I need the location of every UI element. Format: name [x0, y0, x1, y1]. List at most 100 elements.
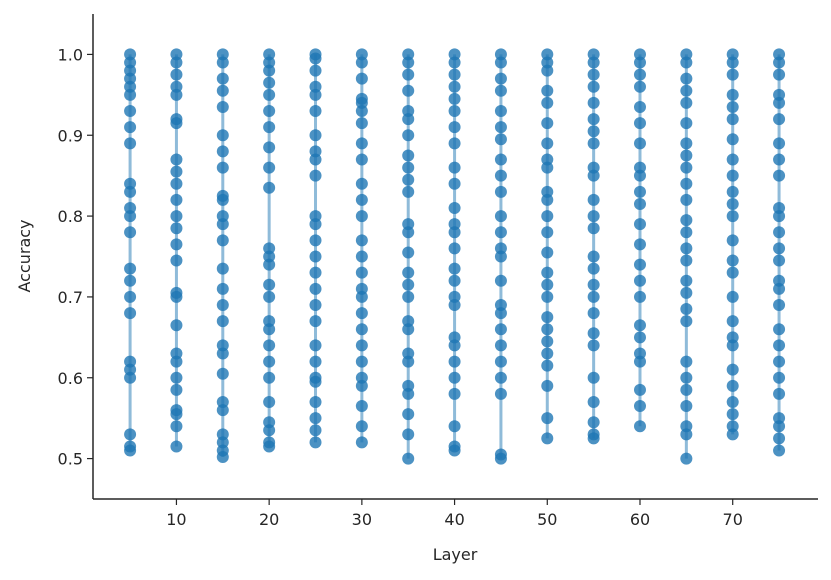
point — [587, 327, 600, 340]
point — [541, 64, 554, 77]
point — [124, 210, 137, 223]
point — [170, 408, 183, 421]
point — [124, 137, 137, 150]
point — [263, 355, 276, 368]
point — [587, 193, 600, 206]
point — [541, 359, 554, 372]
point — [494, 387, 507, 400]
point — [680, 56, 693, 69]
point — [216, 84, 229, 97]
point — [633, 185, 646, 198]
point — [726, 379, 739, 392]
point — [216, 450, 229, 463]
point — [494, 210, 507, 223]
point — [355, 72, 368, 85]
point — [263, 323, 276, 336]
point — [773, 68, 786, 81]
y-tick-label: 0.6 — [58, 369, 83, 388]
point — [587, 80, 600, 93]
point — [541, 311, 554, 324]
point — [402, 226, 415, 239]
point — [402, 185, 415, 198]
y-tick-label: 0.9 — [58, 126, 83, 145]
point — [633, 117, 646, 130]
point — [680, 254, 693, 267]
point — [633, 137, 646, 150]
point — [448, 56, 461, 69]
point — [494, 371, 507, 384]
point — [402, 387, 415, 400]
point — [170, 56, 183, 69]
point — [216, 315, 229, 328]
point — [680, 428, 693, 441]
point — [773, 153, 786, 166]
point — [263, 371, 276, 384]
point — [124, 262, 137, 275]
point — [355, 177, 368, 190]
point — [448, 420, 461, 433]
point — [216, 193, 229, 206]
point — [124, 428, 137, 441]
point — [680, 274, 693, 287]
point — [448, 262, 461, 275]
x-tick-label: 10 — [166, 510, 186, 529]
point — [726, 185, 739, 198]
point — [541, 432, 554, 445]
point — [773, 254, 786, 267]
point — [355, 234, 368, 247]
point — [309, 218, 322, 231]
point — [773, 282, 786, 295]
point — [216, 367, 229, 380]
point — [216, 347, 229, 360]
point — [124, 88, 137, 101]
point — [355, 153, 368, 166]
point — [402, 428, 415, 441]
point — [170, 319, 183, 332]
y-tick-label: 0.7 — [58, 288, 83, 307]
point — [587, 113, 600, 126]
point — [263, 440, 276, 453]
point — [124, 444, 137, 457]
point — [726, 339, 739, 352]
point — [633, 68, 646, 81]
point — [355, 400, 368, 413]
point — [170, 383, 183, 396]
point — [541, 210, 554, 223]
point — [216, 100, 229, 113]
point — [633, 400, 646, 413]
point — [402, 161, 415, 174]
point — [448, 242, 461, 255]
point — [216, 56, 229, 69]
point — [680, 137, 693, 150]
point — [726, 113, 739, 126]
point — [170, 117, 183, 130]
point — [726, 210, 739, 223]
point — [587, 96, 600, 109]
point — [680, 400, 693, 413]
point — [355, 436, 368, 449]
point — [726, 197, 739, 210]
point — [773, 323, 786, 336]
point — [633, 319, 646, 332]
point — [726, 315, 739, 328]
point — [309, 169, 322, 182]
point — [309, 234, 322, 247]
point — [587, 371, 600, 384]
point — [216, 161, 229, 174]
point — [124, 371, 137, 384]
point — [680, 96, 693, 109]
point — [541, 137, 554, 150]
point — [263, 76, 276, 89]
point — [494, 153, 507, 166]
point — [170, 210, 183, 223]
point — [633, 56, 646, 69]
point — [355, 193, 368, 206]
point — [587, 68, 600, 81]
point — [124, 226, 137, 239]
point — [309, 52, 322, 65]
point — [263, 424, 276, 437]
point — [726, 133, 739, 146]
point — [402, 149, 415, 162]
point — [216, 404, 229, 417]
point — [448, 177, 461, 190]
